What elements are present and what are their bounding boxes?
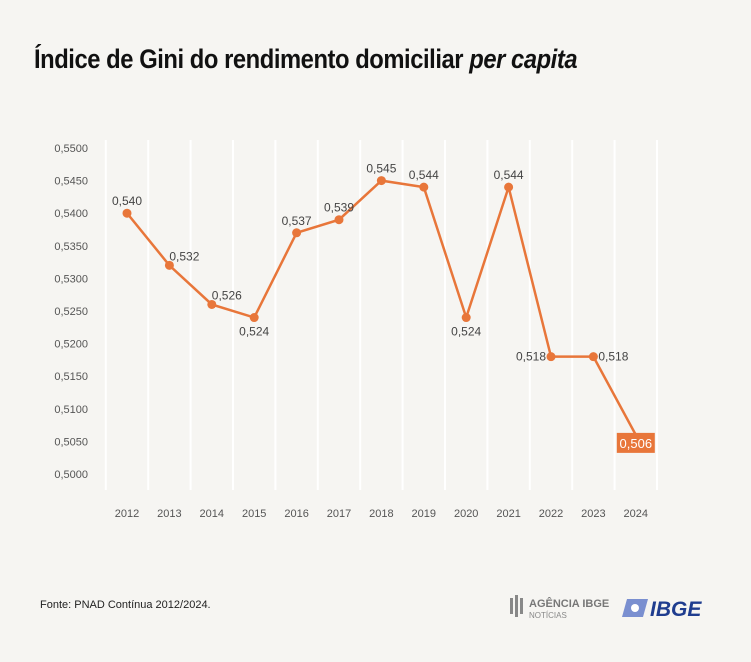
svg-text:IBGE: IBGE	[650, 598, 702, 621]
x-tick-label: 2023	[581, 508, 605, 520]
data-point	[249, 313, 259, 323]
data-point	[122, 208, 132, 218]
x-tick-label: 2020	[454, 508, 478, 520]
data-label: 0,537	[282, 214, 312, 228]
data-label: 0,518	[598, 350, 628, 364]
ibge-logo: IBGE	[622, 598, 702, 621]
x-tick-label: 2019	[412, 508, 436, 520]
y-tick-label: 0,5450	[54, 176, 88, 188]
y-tick-label: 0,5350	[54, 241, 88, 253]
data-point	[207, 299, 217, 309]
data-point	[588, 352, 598, 362]
data-label: 0,518	[516, 350, 546, 364]
x-tick-label: 2021	[496, 508, 520, 520]
data-point	[376, 176, 386, 186]
x-tick-label: 2017	[327, 508, 351, 520]
data-point	[292, 228, 302, 238]
logos: AGÊNCIA IBGE NOTÍCIAS IBGE	[510, 595, 702, 621]
data-point	[334, 215, 344, 225]
data-label: 0,526	[212, 288, 242, 302]
data-label: 0,544	[494, 168, 524, 182]
data-point	[546, 352, 556, 362]
data-point	[504, 182, 514, 192]
title-text: Índice de Gini do rendimento domiciliar	[34, 44, 464, 74]
x-tick-label: 2013	[157, 508, 181, 520]
y-tick-label: 0,5200	[54, 339, 88, 351]
x-tick-label: 2014	[200, 508, 224, 520]
data-label: 0,540	[112, 194, 142, 208]
data-label: 0,524	[239, 325, 269, 339]
data-label: 0,506	[620, 436, 653, 451]
x-tick-label: 2012	[115, 508, 139, 520]
y-tick-label: 0,5050	[54, 436, 88, 448]
y-tick-label: 0,5000	[54, 469, 88, 481]
data-label: 0,544	[409, 168, 439, 182]
y-tick-label: 0,5400	[54, 208, 88, 220]
x-tick-label: 2016	[284, 508, 308, 520]
data-point	[461, 313, 471, 323]
x-tick-label: 2022	[539, 508, 563, 520]
y-tick-label: 0,5250	[54, 306, 88, 318]
y-tick-label: 0,5500	[54, 143, 88, 155]
data-label: 0,532	[169, 249, 199, 263]
source-note: Fonte: PNAD Contínua 2012/2024.	[40, 599, 211, 611]
y-tick-label: 0,5100	[54, 404, 88, 416]
y-tick-label: 0,5150	[54, 371, 88, 383]
x-tick-label: 2024	[624, 508, 648, 520]
x-tick-label: 2015	[242, 508, 266, 520]
data-point	[419, 182, 429, 192]
data-point	[164, 260, 174, 270]
highlight-label-box	[616, 432, 655, 453]
chart-title: Índice de Gini do rendimento domiciliar …	[34, 44, 578, 75]
data-label: 0,545	[366, 162, 396, 176]
title-italic: per capita	[469, 44, 578, 74]
x-tick-label: 2018	[369, 508, 393, 520]
series-line	[126, 179, 637, 436]
y-tick-label: 0,5300	[54, 273, 88, 285]
svg-text:NOTÍCIAS: NOTÍCIAS	[529, 611, 567, 620]
data-label: 0,539	[324, 201, 354, 215]
svg-text:AGÊNCIA IBGE: AGÊNCIA IBGE	[529, 597, 609, 610]
agencia-ibge-logo: AGÊNCIA IBGE NOTÍCIAS	[510, 595, 609, 620]
data-label: 0,524	[451, 325, 481, 339]
